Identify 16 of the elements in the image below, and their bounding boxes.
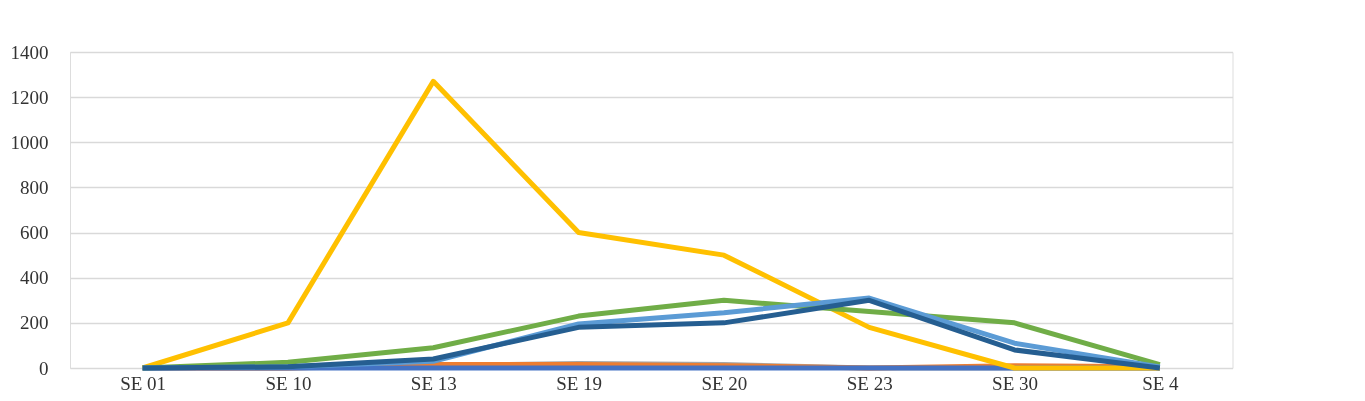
x-tick-label: SE 19: [556, 372, 603, 394]
x-tick-label: SE 20: [701, 372, 748, 394]
x-tick-label: SE 01: [120, 372, 167, 394]
x-tick-label: SE 30: [992, 372, 1038, 394]
y-tick-label: 1000: [10, 131, 49, 153]
y-tick-label: 1200: [10, 86, 49, 108]
y-tick-label: 1400: [10, 41, 49, 63]
x-tick-label: SE 13: [410, 372, 457, 394]
x-tick-label: SE 4: [1142, 372, 1180, 394]
y-tick-label: 400: [20, 267, 49, 289]
y-tick-label: 0: [39, 357, 49, 379]
x-tick-label: SE 23: [846, 372, 893, 394]
y-tick-label: 800: [20, 176, 49, 198]
y-tick-label: 600: [20, 222, 49, 244]
y-tick-label: 200: [20, 312, 49, 334]
x-tick-label: SE 10: [265, 372, 312, 394]
